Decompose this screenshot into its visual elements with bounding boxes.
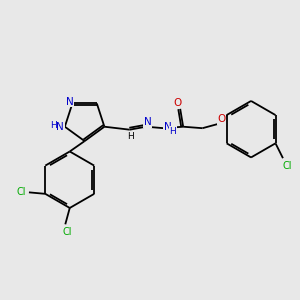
- Text: N: N: [144, 117, 152, 127]
- Text: Cl: Cl: [283, 160, 292, 171]
- Text: H: H: [169, 127, 176, 136]
- Text: H: H: [127, 132, 134, 141]
- Text: Cl: Cl: [17, 188, 26, 197]
- Text: N: N: [65, 97, 73, 107]
- Text: H: H: [50, 121, 57, 130]
- Text: Cl: Cl: [62, 227, 71, 237]
- Text: N: N: [164, 122, 171, 132]
- Text: O: O: [173, 98, 181, 108]
- Text: O: O: [217, 114, 225, 124]
- Text: N: N: [56, 122, 64, 132]
